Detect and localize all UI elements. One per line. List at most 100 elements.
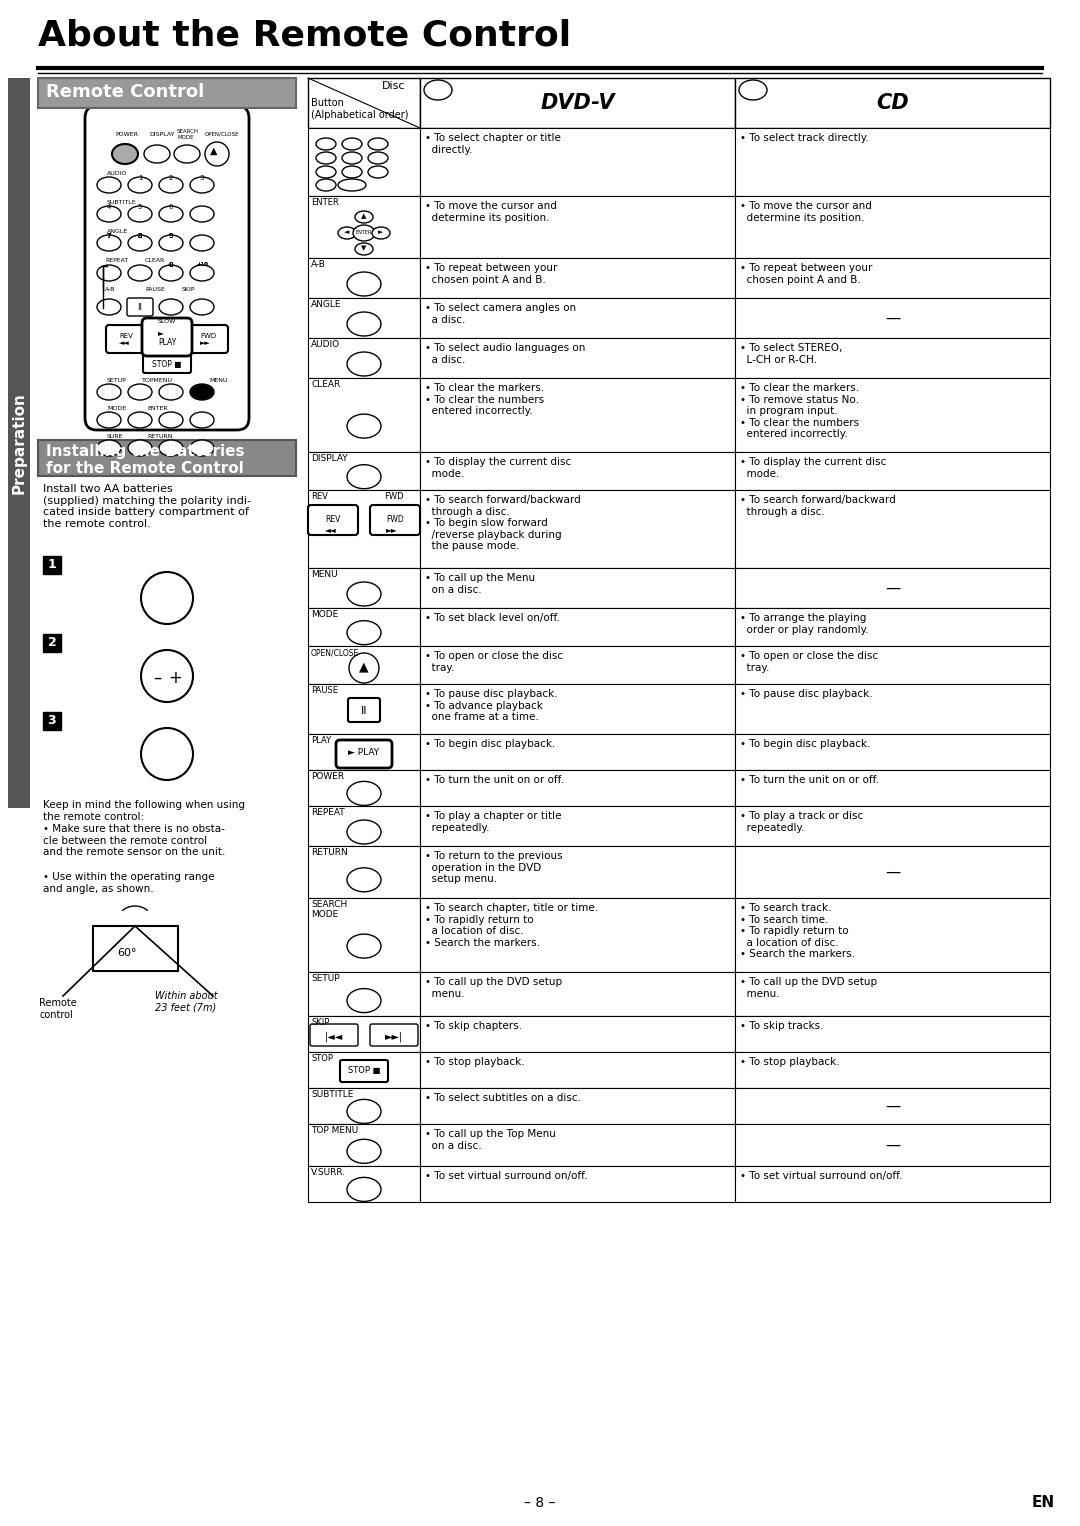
- Bar: [420, 195, 735, 258]
- Text: FWD
►►: FWD ►►: [387, 514, 404, 534]
- Ellipse shape: [316, 153, 336, 163]
- Text: —: —: [885, 1137, 900, 1152]
- Ellipse shape: [97, 439, 121, 456]
- Ellipse shape: [97, 235, 121, 250]
- Text: POWER: POWER: [311, 772, 345, 781]
- Text: II: II: [137, 304, 143, 311]
- Text: +: +: [168, 668, 181, 687]
- Bar: [735, 1166, 1050, 1202]
- Text: • To display the current disc
  mode.: • To display the current disc mode.: [740, 456, 887, 479]
- Bar: [735, 78, 1050, 128]
- Ellipse shape: [342, 153, 362, 163]
- Bar: [308, 337, 420, 378]
- Ellipse shape: [347, 819, 381, 844]
- Text: CD: CD: [876, 93, 909, 113]
- Text: 8: 8: [138, 233, 143, 240]
- FancyBboxPatch shape: [370, 505, 420, 536]
- Ellipse shape: [129, 385, 152, 400]
- Ellipse shape: [129, 177, 152, 192]
- Ellipse shape: [347, 272, 381, 296]
- Text: MENU: MENU: [311, 571, 338, 578]
- FancyBboxPatch shape: [340, 1061, 388, 1082]
- Text: STOP ■: STOP ■: [348, 1067, 380, 1074]
- Text: Remote Control: Remote Control: [46, 82, 204, 101]
- Text: • To play a chapter or title
  repeatedly.: • To play a chapter or title repeatedly.: [426, 810, 562, 833]
- Bar: [420, 645, 735, 684]
- Text: 3: 3: [200, 175, 204, 182]
- Text: • To repeat between your
  chosen point A and B.: • To repeat between your chosen point A …: [740, 262, 873, 285]
- Ellipse shape: [97, 385, 121, 400]
- Ellipse shape: [129, 412, 152, 427]
- Text: ENTER: ENTER: [311, 198, 339, 208]
- Text: ENTER: ENTER: [355, 230, 373, 235]
- Bar: [308, 1088, 420, 1125]
- Text: ▲: ▲: [362, 214, 367, 220]
- Text: DISPLAY: DISPLAY: [311, 455, 348, 462]
- Text: • To display the current disc
  mode.: • To display the current disc mode.: [426, 456, 571, 479]
- Bar: [420, 452, 735, 490]
- Ellipse shape: [190, 299, 214, 314]
- Ellipse shape: [129, 206, 152, 221]
- Text: PLAY: PLAY: [311, 736, 332, 745]
- Text: MODE: MODE: [311, 610, 338, 620]
- Text: • To arrange the playing
  order or play randomly.: • To arrange the playing order or play r…: [740, 613, 868, 635]
- Text: PAUSE: PAUSE: [145, 287, 165, 291]
- Bar: [308, 258, 420, 298]
- Bar: [735, 1125, 1050, 1166]
- Bar: [420, 1051, 735, 1088]
- Bar: [420, 378, 735, 452]
- Text: 1: 1: [48, 559, 56, 572]
- Ellipse shape: [316, 166, 336, 179]
- Text: • To play a track or disc
  repeatedly.: • To play a track or disc repeatedly.: [740, 810, 863, 833]
- Bar: [735, 684, 1050, 734]
- Bar: [735, 1088, 1050, 1125]
- Bar: [735, 568, 1050, 607]
- Bar: [8, 78, 30, 807]
- Ellipse shape: [159, 235, 183, 250]
- Ellipse shape: [190, 206, 214, 221]
- Text: FWD
►►: FWD ►►: [200, 333, 216, 346]
- Bar: [735, 1051, 1050, 1088]
- Ellipse shape: [355, 211, 373, 223]
- Text: • To turn the unit on or off.: • To turn the unit on or off.: [740, 775, 879, 784]
- Text: • To clear the markers.
• To clear the numbers
  entered incorrectly.: • To clear the markers. • To clear the n…: [426, 383, 544, 417]
- Ellipse shape: [190, 439, 214, 456]
- Text: SLOW: SLOW: [158, 319, 176, 324]
- Text: ANGLE: ANGLE: [311, 301, 341, 308]
- Text: Disc: Disc: [382, 81, 405, 92]
- Ellipse shape: [347, 1178, 381, 1201]
- Text: • To call up the DVD setup
  menu.: • To call up the DVD setup menu.: [426, 977, 562, 998]
- Text: A-B: A-B: [311, 259, 326, 269]
- Bar: [735, 128, 1050, 195]
- Text: 0: 0: [168, 262, 173, 269]
- Bar: [308, 568, 420, 607]
- Text: 8: 8: [138, 233, 143, 240]
- Text: About the Remote Control: About the Remote Control: [38, 18, 571, 52]
- Text: Install two AA batteries
(supplied) matching the polarity indi-
cated inside bat: Install two AA batteries (supplied) matc…: [43, 484, 251, 530]
- Text: • To select track directly.: • To select track directly.: [740, 133, 868, 143]
- Text: Button
(Alphabetical order): Button (Alphabetical order): [311, 98, 408, 119]
- FancyBboxPatch shape: [308, 505, 357, 536]
- Bar: [420, 128, 735, 195]
- Text: • To open or close the disc
  tray.: • To open or close the disc tray.: [426, 652, 563, 673]
- Bar: [308, 1051, 420, 1088]
- Bar: [420, 258, 735, 298]
- Text: +10: +10: [197, 262, 207, 267]
- Text: • To repeat between your
  chosen point A and B.: • To repeat between your chosen point A …: [426, 262, 557, 285]
- Ellipse shape: [338, 179, 366, 191]
- Bar: [420, 490, 735, 568]
- Text: —: —: [885, 580, 900, 595]
- Text: 7: 7: [107, 233, 111, 240]
- Ellipse shape: [190, 412, 214, 427]
- Bar: [420, 684, 735, 734]
- Text: • To skip tracks.: • To skip tracks.: [740, 1021, 824, 1032]
- Ellipse shape: [342, 166, 362, 179]
- Ellipse shape: [347, 989, 381, 1013]
- Text: • To pause disc playback.: • To pause disc playback.: [740, 690, 873, 699]
- Text: • To skip chapters.: • To skip chapters.: [426, 1021, 522, 1032]
- Ellipse shape: [347, 1099, 381, 1123]
- FancyBboxPatch shape: [370, 1024, 418, 1045]
- Text: —: —: [885, 310, 900, 325]
- Text: MODE: MODE: [107, 406, 126, 410]
- Bar: [308, 734, 420, 771]
